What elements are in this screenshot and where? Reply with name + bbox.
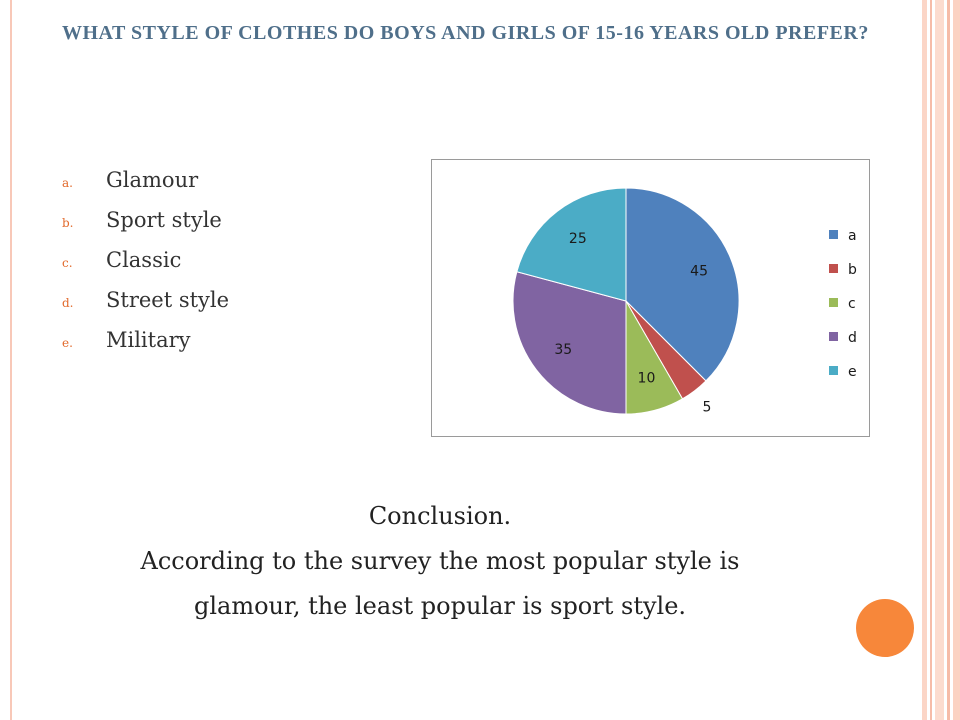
pie-slice-e (516, 187, 627, 302)
legend-label-a: a (848, 228, 857, 244)
legend-swatch-a (829, 230, 838, 239)
data-label-d: 35 (554, 342, 572, 358)
right-decorative-strip (922, 0, 960, 720)
legend-label-b: b (848, 262, 857, 278)
option-item: d. Street style (62, 288, 229, 328)
conclusion-block: Conclusion. According to the survey the … (40, 494, 840, 629)
conclusion-heading: Conclusion. (368, 502, 512, 530)
option-label: Glamour (106, 168, 199, 192)
slide-title: WHAT STYLE OF CLOTHES DO BOYS AND GIRLS … (62, 22, 869, 44)
option-item: e. Military (62, 328, 229, 368)
legend-label-d: d (848, 330, 857, 346)
data-label-b: 5 (703, 400, 712, 416)
legend-swatch-c (829, 298, 838, 307)
option-letter: a. (62, 176, 73, 190)
pie-slice-a (625, 187, 740, 382)
legend-label-e: e (848, 364, 857, 380)
option-label: Military (106, 328, 191, 352)
pie-chart: 45 5 10 35 25 a b c d e (512, 187, 857, 416)
data-label-e: 25 (569, 231, 587, 247)
option-label: Classic (106, 248, 182, 272)
option-label: Sport style (106, 208, 222, 232)
data-label-c: 10 (638, 370, 656, 386)
pie-chart-frame: 45 5 10 35 25 a b c d e (431, 159, 870, 437)
legend-swatch-e (829, 366, 838, 375)
option-letter: e. (62, 336, 73, 350)
conclusion-line-2: glamour, the least popular is sport styl… (193, 592, 687, 620)
legend-swatch-d (829, 332, 838, 341)
conclusion-line-1: According to the survey the most popular… (140, 547, 740, 575)
left-decorative-rule (10, 0, 12, 720)
option-letter: d. (62, 296, 74, 310)
legend-label-c: c (848, 296, 856, 312)
option-item: a. Glamour (62, 168, 229, 208)
option-letter: b. (62, 216, 74, 230)
legend-swatch-b (829, 264, 838, 273)
orange-circle-decoration (856, 599, 914, 657)
option-item: c. Classic (62, 248, 229, 288)
options-list: a. Glamour b. Sport style c. Classic d. … (62, 168, 229, 368)
option-letter: c. (62, 256, 73, 270)
option-item: b. Sport style (62, 208, 229, 248)
data-label-a: 45 (690, 264, 708, 280)
option-label: Street style (106, 288, 230, 312)
pie-slice-d (512, 271, 627, 415)
